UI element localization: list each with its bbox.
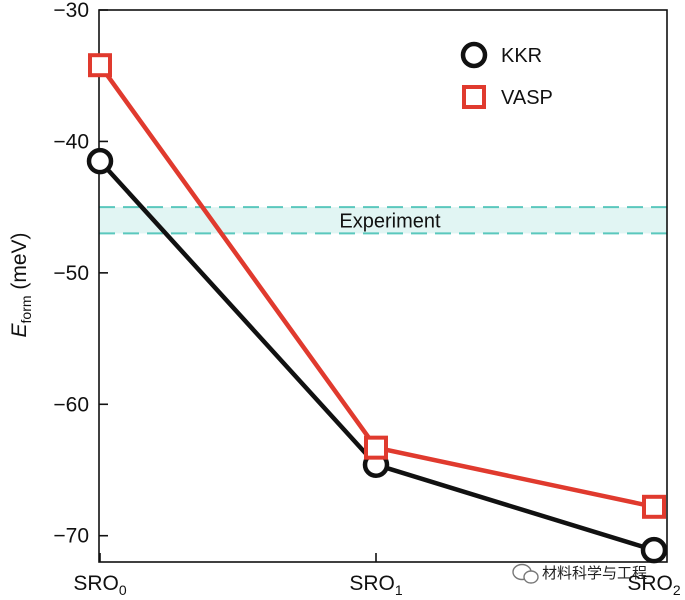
vasp-point xyxy=(364,435,388,460)
legend-vasp-label: VASP xyxy=(501,87,553,109)
x-tick-label: SRO1 xyxy=(349,572,403,598)
experiment-band-label: Experiment xyxy=(339,210,441,232)
legend-vasp-marker xyxy=(462,85,486,109)
experiment-band-layer: Experiment xyxy=(99,206,667,235)
x-tick-label: SRO0 xyxy=(73,572,127,598)
vasp-point xyxy=(642,494,666,519)
y-axis-title: Eform (meV) xyxy=(8,232,34,337)
y-tick-label: −50 xyxy=(53,262,89,285)
y-axis-title-subscript: form xyxy=(18,295,34,323)
series-layer xyxy=(86,53,668,564)
x-tick-label: SRO2 xyxy=(627,572,681,598)
legend-kkr-marker xyxy=(460,41,488,69)
y-axis-title-unit: (meV) xyxy=(8,232,31,295)
experiment-band xyxy=(99,207,667,234)
kkr-point xyxy=(86,147,114,175)
y-tick-label: −70 xyxy=(53,525,89,548)
y-tick-label: −60 xyxy=(53,393,89,416)
plot-frame xyxy=(98,9,668,563)
kkr-point xyxy=(640,536,668,564)
x-axis: SRO0 SRO1 SRO2 xyxy=(73,553,681,598)
y-tick-label: −40 xyxy=(53,130,89,153)
y-tick-label: −30 xyxy=(53,0,89,22)
vasp-point xyxy=(88,53,112,78)
watermark: 材料科学与工程 xyxy=(512,563,647,584)
watermark-text: 材料科学与工程 xyxy=(542,565,647,582)
wechat-icon xyxy=(512,563,539,584)
y-axis-title-symbol: E xyxy=(8,323,31,338)
legend: KKR VASP xyxy=(460,41,553,109)
y-axis: −30 −40 −50 −60 −70 xyxy=(53,0,108,548)
legend-kkr-label: KKR xyxy=(501,45,542,67)
